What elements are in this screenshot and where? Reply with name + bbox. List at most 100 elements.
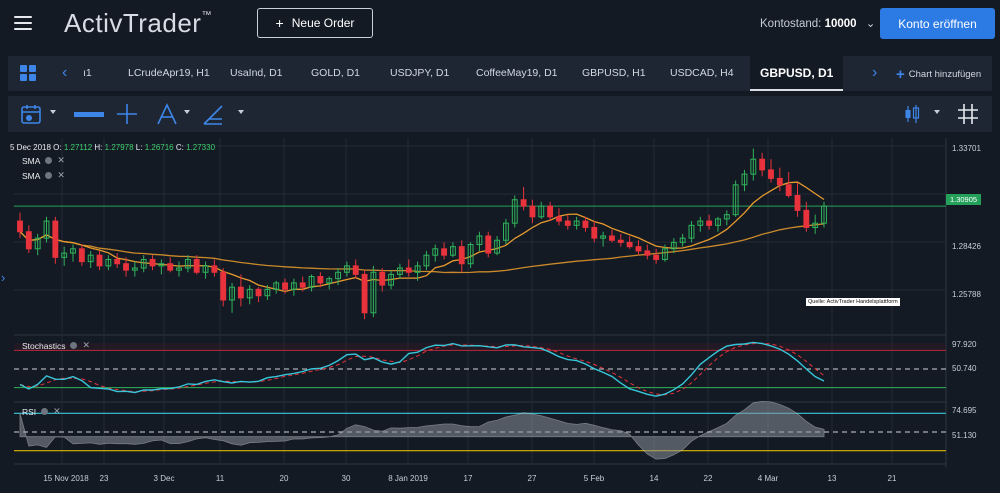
candle-body xyxy=(352,265,359,275)
price-axis-label: 1.33701 xyxy=(952,144,981,153)
sma-fast-line xyxy=(19,181,825,293)
candle-body xyxy=(299,282,306,288)
tab-active[interactable]: GBPUSD, D1 xyxy=(750,56,844,91)
gear-icon[interactable] xyxy=(70,342,78,349)
candle-body xyxy=(609,235,615,241)
time-axis-label: 3 Dec xyxy=(153,474,175,483)
time-axis-label: 30 xyxy=(341,474,351,483)
tab[interactable]: UsaInd, D1 xyxy=(230,67,283,79)
candle-body xyxy=(741,173,748,186)
crosshair-icon[interactable] xyxy=(114,102,140,126)
candle-body xyxy=(343,265,350,273)
new-order-button[interactable]: + Neue Order xyxy=(257,8,373,38)
open-account-button[interactable]: Konto eröffnen xyxy=(880,8,995,39)
candle-body xyxy=(149,258,156,267)
tabs-next-icon[interactable]: › xyxy=(872,64,878,81)
candle-body xyxy=(255,288,262,297)
candle-body xyxy=(432,248,439,256)
chevron-down-icon[interactable] xyxy=(184,110,190,114)
candle-body xyxy=(202,265,209,273)
indicator-stochastics[interactable]: Stochastics ✕ xyxy=(22,340,91,351)
time-axis-label: 4 Mar xyxy=(757,474,779,483)
candle-body xyxy=(290,282,297,290)
candle-body xyxy=(750,158,757,175)
grid-layout-icon[interactable] xyxy=(20,65,36,81)
stoch-axis-label: 50.740 xyxy=(952,364,977,373)
price-chart-canvas[interactable] xyxy=(14,138,992,488)
stoch-axis-label: 97.920 xyxy=(952,340,977,349)
candle-body xyxy=(573,220,580,226)
gear-icon[interactable] xyxy=(45,157,53,164)
gear-icon[interactable] xyxy=(41,408,49,415)
candle-body xyxy=(237,286,244,299)
candle-body xyxy=(494,239,501,254)
candle-body xyxy=(414,265,421,273)
candle-body xyxy=(193,258,200,273)
tab[interactable]: GBPUSD, H1 xyxy=(582,67,646,79)
candle-body xyxy=(70,248,76,254)
candlestick-type-icon[interactable] xyxy=(902,102,922,126)
candle-body xyxy=(140,258,147,269)
candle-body xyxy=(158,263,165,267)
tabs-prev-icon[interactable]: ‹ xyxy=(62,64,68,81)
chevron-down-icon[interactable] xyxy=(238,110,244,114)
time-axis-label: 23 xyxy=(99,474,109,483)
ruler-icon[interactable] xyxy=(72,102,106,126)
tab[interactable]: USDCAD, H4 xyxy=(670,67,734,79)
chart-tabs-bar: ‹ ı1 LCrudeApr19, H1 UsaInd, D1 GOLD, D1… xyxy=(8,56,992,91)
drawing-tool-icon[interactable] xyxy=(200,102,226,126)
time-axis-label: 15 Nov 2018 xyxy=(43,474,89,483)
sidebar-expand-icon[interactable]: › xyxy=(1,270,6,285)
top-bar: ActivTrader™ + Neue Order Kontostand: 10… xyxy=(0,0,1000,46)
chevron-down-icon[interactable] xyxy=(934,110,940,114)
candle-body xyxy=(78,248,85,263)
calendar-icon[interactable] xyxy=(20,102,42,126)
candle-body xyxy=(361,273,368,314)
candle-body xyxy=(17,220,23,233)
candle-body xyxy=(184,258,191,269)
candle-body xyxy=(370,271,377,314)
candle-body xyxy=(794,194,801,211)
candle-body xyxy=(564,220,571,226)
close-icon[interactable]: ✕ xyxy=(82,340,91,350)
indicator-sma-2[interactable]: SMA ✕ xyxy=(22,170,65,181)
chart-area[interactable] xyxy=(14,138,992,488)
grid-toggle-icon[interactable] xyxy=(956,102,980,126)
candle-body xyxy=(441,248,448,256)
candle-body xyxy=(706,220,713,226)
candle-body xyxy=(123,263,129,271)
candle-body xyxy=(529,205,536,218)
candle-body xyxy=(131,267,138,271)
chevron-down-icon[interactable] xyxy=(50,110,56,114)
indicator-sma-1[interactable]: SMA ✕ xyxy=(22,155,65,166)
menu-icon[interactable] xyxy=(14,16,32,30)
close-icon[interactable]: ✕ xyxy=(57,155,65,165)
tab[interactable]: USDJPY, D1 xyxy=(390,67,450,79)
candle-body xyxy=(511,199,518,224)
candle-body xyxy=(96,254,103,267)
candle-body xyxy=(167,263,174,271)
candle-body xyxy=(458,246,465,265)
tab[interactable]: LCrudeApr19, H1 xyxy=(128,67,210,79)
account-balance-dropdown[interactable]: Kontostand: 10000 ⌄ xyxy=(760,18,876,30)
candle-body xyxy=(246,288,253,299)
candle-body xyxy=(211,265,218,273)
candle-body xyxy=(635,246,642,252)
price-axis-label: 1.28426 xyxy=(952,242,981,251)
tab[interactable]: CoffeeMay19, D1 xyxy=(476,67,558,79)
candle-body xyxy=(229,286,235,301)
indicator-rsi[interactable]: RSI ✕ xyxy=(22,406,61,417)
tab[interactable]: ı1 xyxy=(83,67,92,79)
fibonacci-icon[interactable] xyxy=(154,102,180,126)
candle-body xyxy=(43,220,50,239)
overbought-zone xyxy=(14,342,946,351)
close-icon[interactable]: ✕ xyxy=(57,170,65,180)
add-chart-button[interactable]: + Chart hinzufügen xyxy=(896,65,982,83)
tab[interactable]: GOLD, D1 xyxy=(311,67,361,79)
sma-slow-line xyxy=(19,223,825,274)
gear-icon[interactable] xyxy=(45,172,53,179)
close-icon[interactable]: ✕ xyxy=(53,406,61,416)
rsi-area xyxy=(19,400,825,460)
candle-body xyxy=(697,220,704,226)
price-axis-label: 1.25788 xyxy=(952,290,981,299)
